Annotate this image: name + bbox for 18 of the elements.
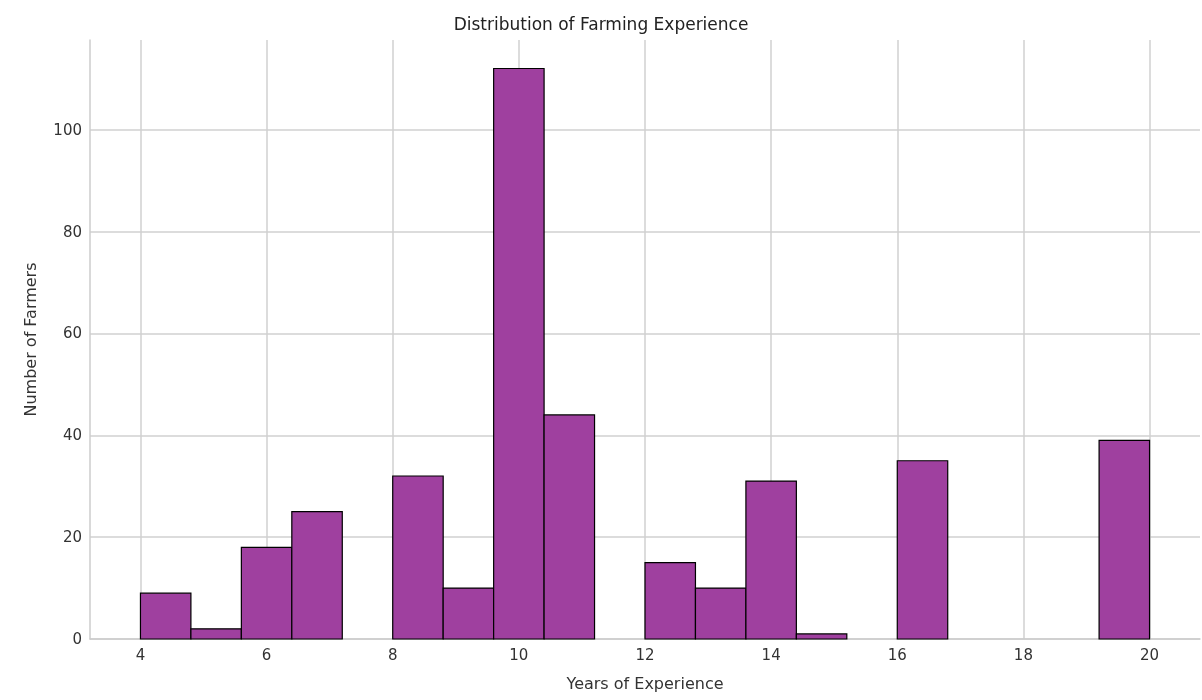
y-axis-title: Number of Farmers [20, 262, 40, 417]
y-tick-label: 80 [62, 222, 82, 241]
x-tick-label: 20 [1140, 645, 1160, 664]
x-tick-label: 4 [135, 645, 146, 664]
x-tick-label: 6 [261, 645, 272, 664]
y-tick-label: 40 [62, 426, 82, 445]
x-tick-label: 12 [635, 645, 655, 664]
x-tick-label: 16 [887, 645, 907, 664]
y-tick-label: 60 [62, 324, 82, 343]
x-tick-label: 8 [387, 645, 398, 664]
x-axis-title: Years of Experience [565, 673, 724, 693]
y-tick-label: 100 [53, 120, 82, 139]
chart-title: Distribution of Farming Experience [453, 13, 749, 34]
x-tick-label: 10 [509, 645, 529, 664]
x-tick-label: 14 [761, 645, 781, 664]
y-tick-label: 20 [62, 528, 82, 547]
y-tick-label: 0 [72, 630, 82, 648]
x-tick-label: 18 [1013, 645, 1033, 664]
